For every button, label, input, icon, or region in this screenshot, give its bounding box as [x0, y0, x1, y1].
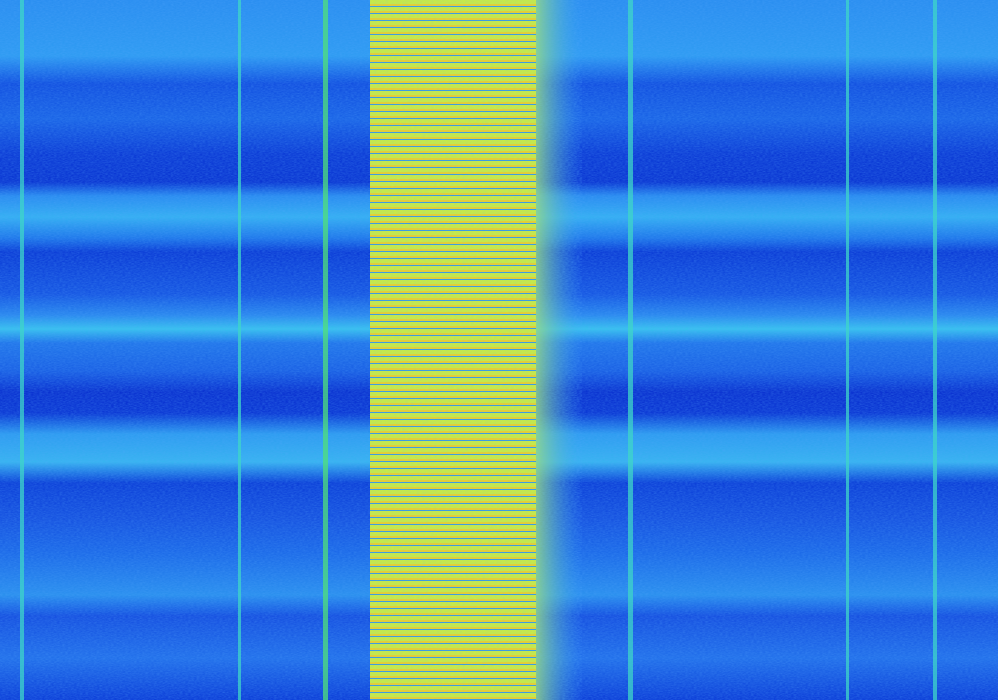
carrier-line — [238, 0, 241, 700]
carrier-line — [628, 0, 633, 700]
carrier-line — [933, 0, 937, 700]
signal-texture — [370, 0, 582, 700]
carrier-line — [323, 0, 328, 700]
carrier-line — [20, 0, 24, 700]
carrier-lines — [20, 0, 937, 700]
carrier-line — [846, 0, 849, 700]
